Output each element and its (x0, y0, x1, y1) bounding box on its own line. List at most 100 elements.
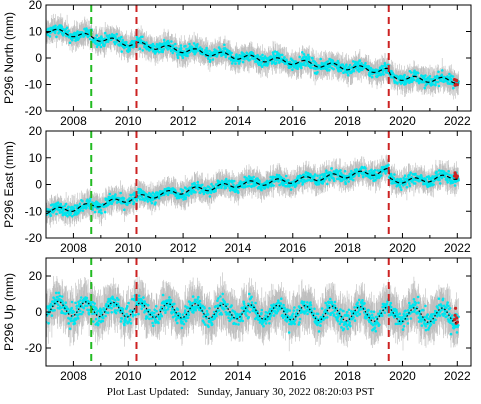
data-point (384, 172, 387, 175)
data-point (369, 66, 373, 70)
data-point (46, 33, 50, 37)
data-point (95, 34, 98, 37)
data-point (422, 182, 425, 186)
data-point (305, 60, 309, 63)
data-point (337, 61, 340, 65)
data-point (108, 192, 112, 196)
data-point (208, 58, 212, 62)
data-point (389, 172, 393, 176)
data-point (306, 53, 310, 57)
data-point (157, 51, 161, 54)
data-point (171, 51, 174, 55)
data-point (208, 49, 211, 53)
data-point (369, 177, 373, 180)
x-tick-label: 2012 (170, 114, 197, 128)
data-point (416, 71, 420, 75)
data-point (180, 49, 183, 53)
data-point (60, 25, 64, 29)
data-point (368, 74, 372, 78)
data-point (307, 55, 311, 59)
data-point (135, 199, 139, 202)
x-tick-label: 2016 (279, 114, 306, 128)
data-point (79, 35, 82, 39)
data-point (103, 43, 106, 46)
data-point (228, 180, 232, 183)
data-point (368, 174, 372, 178)
data-point (260, 188, 263, 192)
data-point (299, 174, 303, 178)
data-point (364, 61, 367, 65)
x-tick-label: 2020 (389, 114, 416, 128)
data-point (199, 46, 202, 49)
data-point (434, 83, 437, 87)
data-point (262, 59, 266, 62)
data-point (434, 80, 438, 84)
plot-area (46, 13, 460, 100)
data-point (389, 178, 392, 182)
data-point (49, 214, 53, 217)
data-point (332, 179, 336, 182)
data-point (326, 69, 329, 72)
data-point (342, 178, 346, 181)
data-point (199, 191, 202, 195)
data-point (346, 73, 350, 77)
data-point (55, 35, 58, 39)
data-point (191, 182, 194, 186)
data-point (224, 55, 227, 59)
data-point (409, 171, 412, 174)
data-point (51, 203, 55, 206)
data-point (121, 38, 124, 42)
x-tick-label: 2010 (115, 114, 142, 128)
data-point (347, 180, 351, 183)
data-point (402, 184, 405, 187)
data-point (245, 51, 248, 55)
data-point (358, 59, 362, 62)
data-point (273, 50, 277, 53)
data-point (68, 209, 71, 213)
data-point (337, 69, 341, 73)
data-point (237, 62, 241, 65)
data-point (400, 188, 403, 191)
data-point (345, 63, 348, 66)
data-point (408, 184, 412, 188)
y-tick-label: 20 (29, 0, 43, 12)
data-point (325, 171, 329, 175)
data-point (179, 44, 183, 47)
data-point (53, 31, 57, 35)
data-point (73, 204, 77, 207)
data-point (295, 182, 298, 185)
data-point (370, 75, 374, 79)
data-point (81, 199, 84, 203)
data-point (184, 44, 187, 48)
data-point (357, 61, 360, 64)
data-point (372, 176, 375, 180)
data-point (289, 188, 293, 191)
data-point (115, 32, 118, 36)
data-point (205, 49, 209, 52)
data-point (141, 49, 144, 52)
data-point (352, 178, 355, 182)
data-point (128, 197, 131, 200)
y-tick-label: 0 (35, 51, 42, 65)
data-point (310, 66, 313, 69)
data-point (273, 58, 277, 61)
data-point (408, 173, 411, 177)
data-point (440, 79, 443, 83)
data-point (59, 202, 63, 206)
data-point (409, 71, 413, 74)
data-point (328, 65, 332, 68)
data-point (139, 188, 143, 191)
data-point (106, 40, 110, 43)
data-point (285, 181, 288, 184)
data-point (398, 183, 402, 187)
data-point (110, 202, 114, 206)
data-point (194, 190, 197, 194)
data-point (387, 163, 390, 167)
data-point (276, 58, 280, 61)
data-point (256, 177, 259, 180)
data-points (46, 163, 460, 218)
data-point (357, 67, 360, 71)
data-point (244, 185, 247, 189)
data-point (66, 214, 69, 218)
data-point (424, 74, 427, 77)
